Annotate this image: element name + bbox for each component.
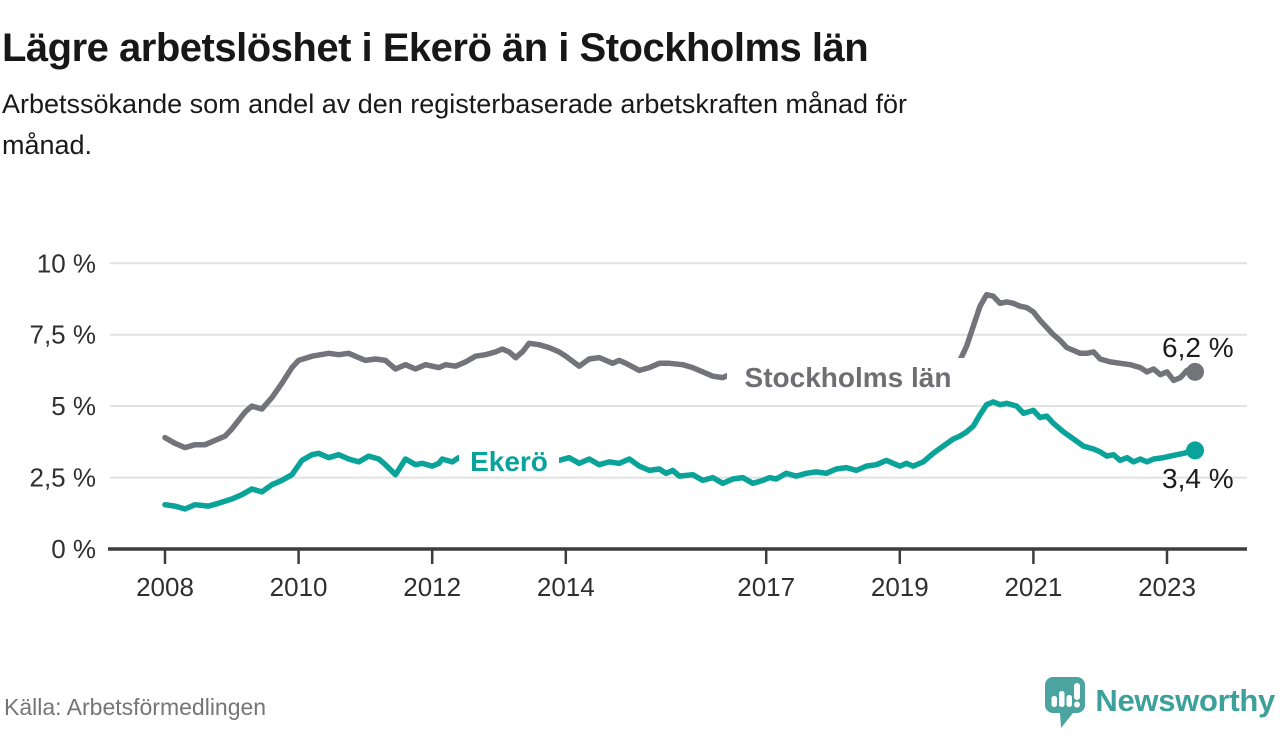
series-label-mask (727, 358, 969, 395)
x-tick-label: 2014 (537, 572, 595, 602)
newsworthy-logo: Newsworthy (1044, 676, 1275, 729)
page-title: Lägre arbetslöshet i Ekerö än i Stockhol… (2, 26, 869, 70)
chart-subtitle: Arbetssökande som andel av den registerb… (2, 84, 1212, 166)
y-tick-label: 2,5 % (30, 463, 97, 493)
series-end-value-label: 6,2 % (1162, 332, 1234, 363)
series-label-mask (459, 443, 559, 476)
series-line-stockholms-lan (162, 291, 1198, 451)
series-label-ekero: Ekerö (470, 446, 548, 477)
subtitle-line-1: Arbetssökande som andel av den registerb… (2, 89, 908, 119)
x-tick-label: 2012 (403, 572, 461, 602)
series-label-stockholms-lan: Stockholms län (745, 362, 952, 393)
newsworthy-wordmark: Newsworthy (1095, 683, 1275, 718)
y-tick-label: 5 % (51, 391, 96, 421)
x-tick-label: 2023 (1138, 572, 1196, 602)
series-end-value-label: 3,4 % (1162, 463, 1234, 494)
x-tick-label: 2021 (1004, 572, 1062, 602)
x-tick-label: 2017 (737, 572, 795, 602)
x-tick-label: 2019 (871, 572, 929, 602)
subtitle-line-2: månad. (2, 130, 93, 160)
y-tick-label: 7,5 % (30, 320, 97, 350)
x-tick-label: 2010 (270, 572, 328, 602)
source-note: Källa: Arbetsförmedlingen (4, 694, 267, 720)
x-tick-label: 2008 (136, 572, 194, 602)
series-end-dot (1186, 441, 1205, 460)
y-tick-label: 0 % (51, 534, 96, 564)
series-end-dot (1186, 362, 1205, 381)
newsworthy-bubble-icon (1045, 677, 1086, 728)
y-tick-label: 10 % (37, 248, 96, 278)
series-line-ekero (162, 399, 1198, 512)
